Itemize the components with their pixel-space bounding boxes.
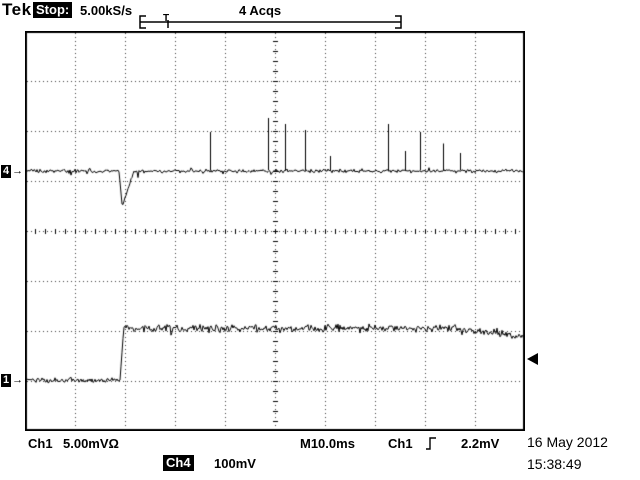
record-right-bracket-icon	[395, 15, 402, 29]
sample-rate-readout: 5.00kS/s	[80, 3, 133, 18]
ch1-position-marker: 1 →	[1, 373, 23, 387]
trigger-level-arrow-icon	[527, 353, 538, 365]
tek-logo: Tek	[2, 0, 32, 19]
right-arrow-icon: →	[12, 374, 24, 386]
ch4-position-marker: 4 →	[1, 164, 23, 178]
ch1-scale-readout: 5.00mVΩ	[63, 436, 119, 451]
trigger-slope-icon	[426, 437, 436, 450]
ch1-readout-label: Ch1	[28, 436, 53, 451]
trigger-position-marker: T	[163, 13, 169, 24]
ch1-position-number: 1	[1, 374, 12, 387]
timebase-readout: M10.0ms	[300, 436, 355, 451]
acquisition-state-badge: Stop:	[33, 2, 73, 18]
record-view: T	[139, 13, 402, 29]
time-readout: 15:38:49	[527, 456, 582, 472]
trigger-source-readout: Ch1	[388, 436, 413, 451]
ch4-scale-readout: 100mV	[214, 456, 256, 471]
ch4-readout-label: Ch4	[163, 455, 194, 471]
right-arrow-icon: →	[12, 165, 24, 177]
ch4-position-number: 4	[1, 165, 12, 178]
acquisition-count-readout: 4 Acqs	[239, 3, 282, 18]
trigger-level-readout: 2.2mV	[461, 436, 500, 451]
date-readout: 16 May 2012	[527, 434, 608, 450]
waveform-display	[25, 31, 525, 431]
